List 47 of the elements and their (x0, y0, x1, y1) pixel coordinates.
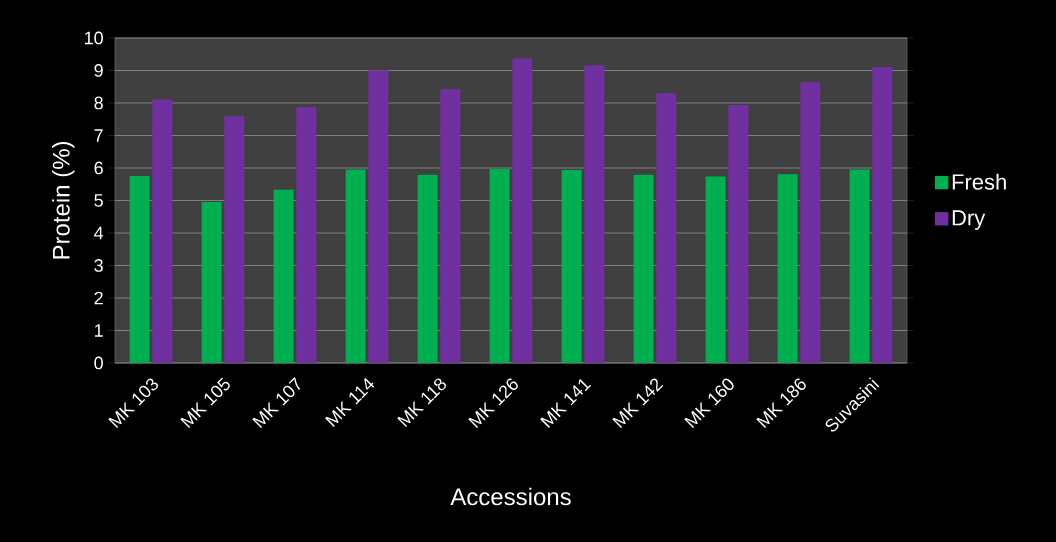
bar (224, 116, 245, 363)
bar (201, 202, 222, 363)
bar (705, 176, 726, 363)
bar (129, 176, 150, 363)
legend-label: Fresh (952, 173, 1006, 190)
y-tick-label: 4 (94, 226, 104, 240)
bar (368, 70, 389, 363)
y-tick-label: 9 (94, 64, 103, 77)
y-tick-label: 8 (94, 96, 103, 110)
x-tick-label: MK 103 (108, 378, 159, 429)
bar (872, 67, 893, 363)
bar (849, 169, 870, 363)
bar (633, 174, 654, 363)
bar (152, 99, 173, 363)
bar (728, 104, 749, 363)
x-tick-label: MK 126 (468, 378, 518, 429)
legend-label: Dry (952, 210, 986, 230)
y-tick-label: 2 (94, 291, 103, 305)
bar (296, 107, 317, 363)
bar (561, 169, 582, 363)
bar (512, 58, 533, 363)
bar (584, 65, 605, 363)
bar (800, 82, 821, 363)
x-axis-title: Accessions (450, 487, 571, 506)
y-tick-label: 5 (94, 194, 103, 207)
x-tick-label: MK 141 (540, 379, 592, 428)
y-tick-label: 3 (94, 259, 103, 272)
x-tick-label: MK 186 (756, 378, 806, 429)
x-tick-label: MK 107 (252, 377, 301, 429)
y-tick-label: 7 (94, 129, 103, 142)
bar (440, 89, 461, 363)
bar (417, 174, 438, 363)
x-tick-label: MK 160 (684, 378, 734, 429)
x-tick-label: MK 105 (180, 377, 230, 429)
y-axis-title: Protein (%) (52, 142, 75, 259)
bar (777, 174, 798, 363)
x-tick-label: MK 114 (325, 377, 375, 427)
bar (489, 168, 510, 363)
bar (656, 93, 677, 363)
bar (345, 169, 366, 363)
y-tick-label: 10 (85, 31, 103, 45)
x-tick-label: MK 118 (397, 378, 447, 428)
y-tick-label: 1 (95, 324, 103, 337)
bar (273, 189, 294, 363)
y-tick-label: 6 (94, 161, 103, 175)
x-tick-label: MK 142 (612, 378, 664, 429)
y-tick-label: 0 (94, 356, 103, 370)
